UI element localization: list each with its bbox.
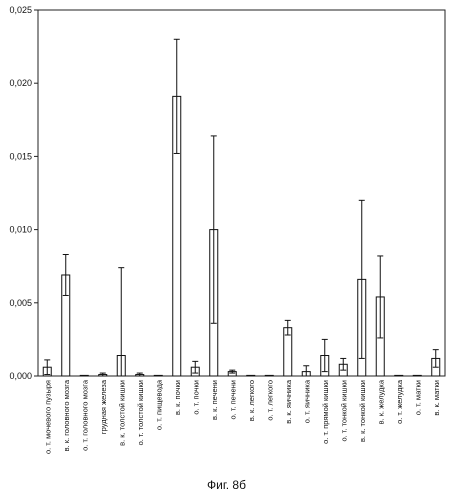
y-tick-label: 0,015 <box>9 151 32 161</box>
y-tick-label: 0,025 <box>9 5 32 15</box>
x-tick-label: в. к. желудка <box>376 379 385 424</box>
x-tick-label: в. к. тонкой кишки <box>358 380 367 442</box>
y-tick-label: 0,020 <box>9 78 32 88</box>
x-tick-label: о. т. почки <box>191 380 200 415</box>
x-tick-label: в. к. печени <box>210 380 219 420</box>
y-tick-label: 0,010 <box>9 225 32 235</box>
x-tick-label: о. т. печени <box>228 380 237 420</box>
x-tick-label: в. к. головного мозга <box>62 379 71 451</box>
x-tick-label: грудная железа <box>99 379 108 434</box>
x-tick-label: о. т. толстой кишки <box>136 380 145 445</box>
x-axis-labels: о. т. мочевого пузыря в. к. головного моз… <box>43 379 441 454</box>
bar <box>265 375 273 376</box>
x-tick-label: о. т. головного мозга <box>80 379 89 451</box>
bar <box>154 375 162 376</box>
bar <box>395 375 403 376</box>
x-tick-label: о. т. матки <box>413 380 422 415</box>
bar <box>413 375 421 376</box>
x-tick-label: о. т. тонкой кишки <box>339 380 348 442</box>
x-tick-label: о. т. прямой кишки <box>321 380 330 444</box>
x-tick-label: о. т. мочевого пузыря <box>43 380 52 454</box>
figure-caption: Фиг. 8б <box>0 478 453 492</box>
x-tick-label: в. к. толстой кишки <box>117 380 126 446</box>
y-tick-label: 0,000 <box>9 371 32 381</box>
bar <box>247 375 255 376</box>
x-tick-label: о. т. яичника <box>302 379 311 423</box>
x-tick-label: в. к. яичника <box>284 379 293 424</box>
x-tick-label: о. т. пищевода <box>154 379 163 430</box>
y-axis: 0,000 0,005 0,010 0,015 0,020 0,025 <box>9 5 38 381</box>
x-tick-label: о. т. желудка <box>395 379 404 424</box>
x-tick-label: в. к. почки <box>173 380 182 415</box>
x-tick-label: в. к. матки <box>432 380 441 416</box>
x-tick-label: о. т. легкого <box>265 380 274 421</box>
x-tick-label: в. к. легкого <box>247 380 256 421</box>
y-tick-label: 0,005 <box>9 298 32 308</box>
bar <box>80 375 88 376</box>
